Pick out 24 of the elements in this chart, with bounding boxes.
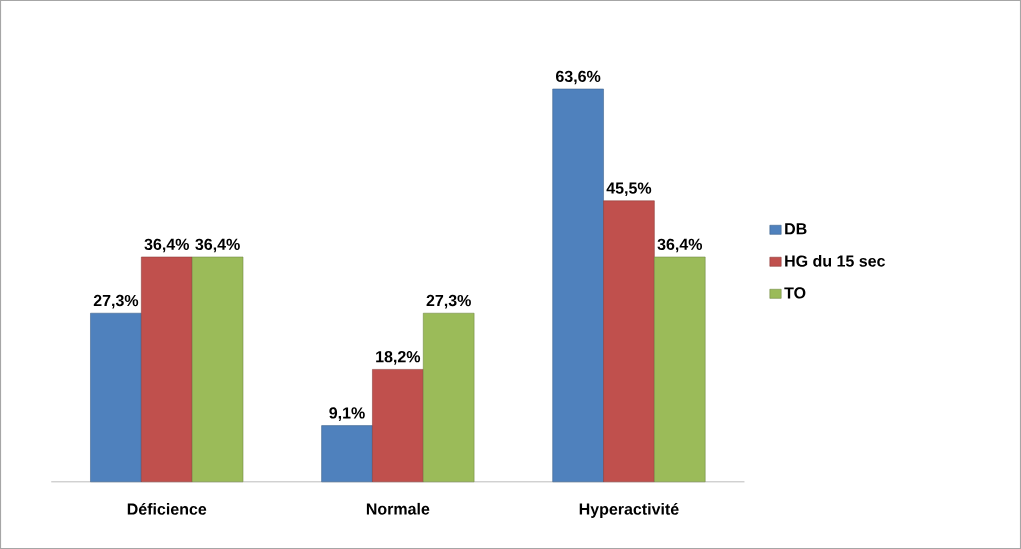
data-label: 9,1% (329, 407, 365, 421)
data-label: 27,3% (93, 294, 139, 309)
legend-label: DB (785, 223, 807, 235)
bar (372, 369, 424, 483)
legend-label: HG du 15 sec (785, 254, 886, 267)
data-label: 63,6% (556, 70, 601, 85)
x-tick-label: Hyperactivité (579, 502, 679, 518)
bar (321, 425, 373, 483)
x-tick-label: Normale (366, 502, 430, 515)
data-label: 36,4% (144, 238, 190, 253)
bar (191, 256, 244, 483)
x-tick-label: Déficience (127, 502, 207, 515)
data-label: 36,4% (195, 238, 240, 253)
bar (422, 312, 475, 483)
data-label: 27,3% (426, 294, 471, 309)
bar (141, 256, 193, 483)
bar (603, 200, 655, 483)
bar (654, 256, 706, 483)
data-label: 18,2% (376, 351, 421, 365)
data-label: 36,4% (657, 238, 703, 253)
bar (90, 312, 142, 483)
data-label: 45,5% (606, 182, 652, 197)
bar (552, 88, 604, 483)
legend-label: TO (784, 287, 806, 299)
